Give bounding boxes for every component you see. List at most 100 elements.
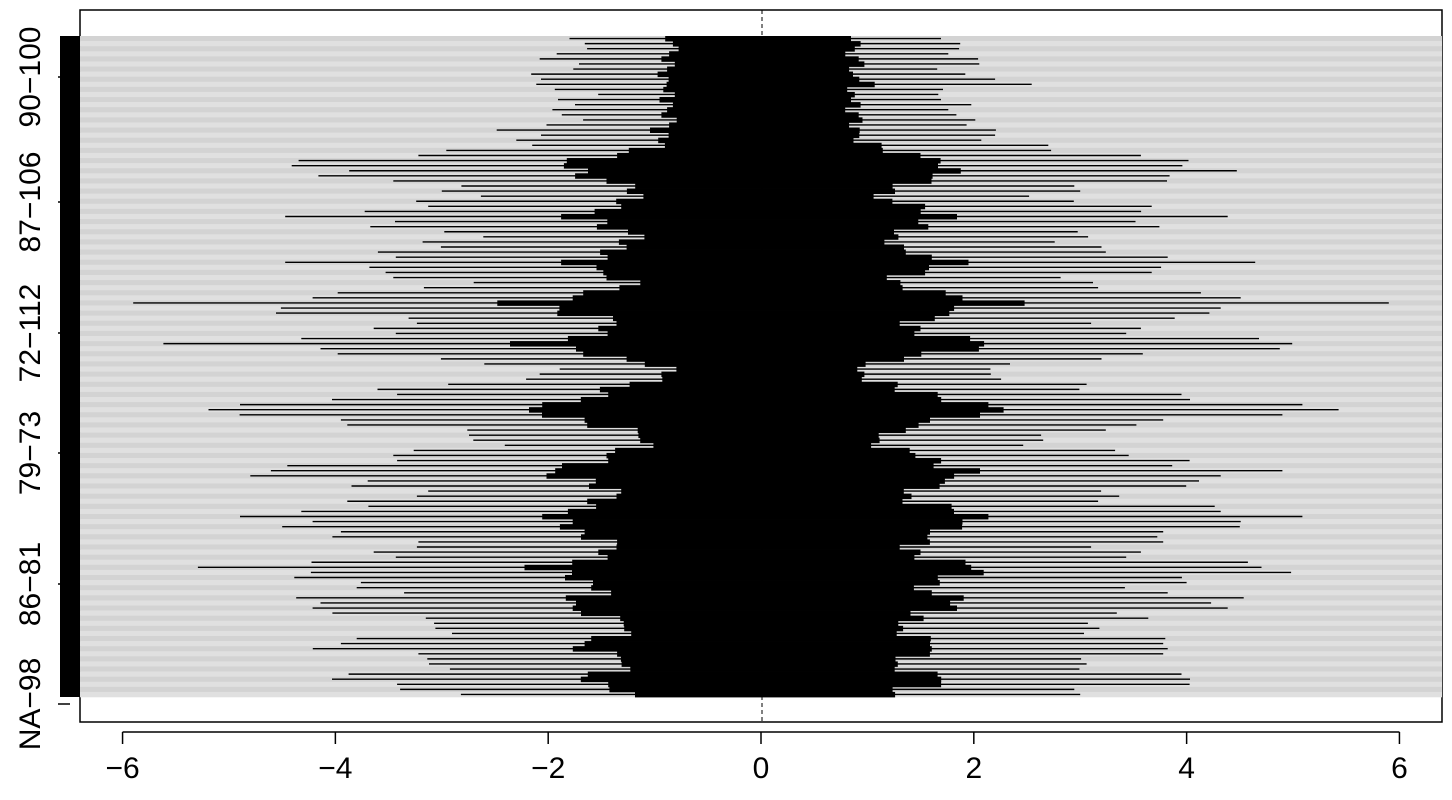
- interval-core: [591, 635, 931, 642]
- interval-core: [668, 132, 860, 139]
- interval-core: [620, 615, 924, 622]
- interval-core: [608, 458, 942, 464]
- interval-core: [565, 595, 964, 601]
- y-axis: NA−98 86−81 79−73 72−112 87−106 90−100: [14, 27, 71, 750]
- interval-core: [575, 173, 933, 179]
- interval-core: [626, 244, 904, 250]
- interval-core: [584, 641, 930, 647]
- interval-core: [561, 213, 957, 220]
- interval-core: [606, 274, 887, 281]
- interval-core: [635, 691, 896, 698]
- interval-core: [555, 468, 980, 474]
- y-tick-label: 72−112: [14, 284, 47, 383]
- x-tick-label: 6: [1391, 752, 1408, 785]
- interval-core: [628, 147, 883, 154]
- interval-core: [583, 351, 922, 357]
- interval-core: [638, 432, 879, 439]
- interval-core: [617, 651, 930, 657]
- interval-core: [576, 600, 951, 606]
- interval-core: [611, 590, 932, 596]
- interval-core: [598, 325, 921, 332]
- interval-core: [589, 483, 940, 489]
- interval-core: [644, 361, 866, 367]
- interval-core: [565, 574, 938, 581]
- interval-core: [600, 249, 906, 256]
- interval-core: [583, 290, 946, 296]
- x-tick-label: 0: [753, 752, 770, 785]
- y-tick-label: 90−100: [14, 27, 47, 128]
- interval-core: [676, 366, 858, 372]
- interval-core: [587, 422, 919, 428]
- interval-core: [559, 305, 955, 311]
- interval-core: [594, 208, 921, 215]
- interval-core: [615, 447, 910, 454]
- interval-core: [661, 112, 859, 118]
- interval-core: [542, 513, 989, 520]
- interval-core: [668, 76, 860, 83]
- interval-core: [617, 539, 930, 545]
- interval-core: [559, 524, 963, 530]
- x-tick-label: −2: [531, 752, 565, 785]
- interval-core: [588, 168, 961, 174]
- interval-core: [640, 437, 880, 444]
- interval-core: [669, 122, 850, 128]
- x-axis: −6 −4 −2 0 2 4 6: [105, 731, 1408, 785]
- y-tick-label: 79−73: [14, 411, 47, 495]
- x-tick-label: −6: [105, 752, 139, 785]
- interval-core: [572, 646, 932, 652]
- interval-core: [566, 158, 941, 164]
- interval-core: [603, 269, 926, 276]
- interval-core: [598, 549, 921, 556]
- interval-core: [596, 264, 929, 271]
- interval-core: [644, 234, 899, 240]
- interval-core: [593, 580, 940, 586]
- interval-core: [613, 315, 935, 322]
- x-tick-label: 2: [965, 752, 982, 785]
- interval-core: [572, 559, 966, 566]
- interval-core: [599, 386, 895, 393]
- interval-core: [561, 259, 969, 266]
- interval-core: [542, 412, 980, 418]
- interval-core: [665, 36, 851, 42]
- interval-core: [626, 356, 904, 362]
- interval-core: [608, 391, 938, 398]
- interval-core: [672, 41, 861, 47]
- interval-core: [624, 625, 904, 632]
- interval-core: [557, 310, 950, 317]
- interval-core: [631, 630, 897, 637]
- interval-core: [595, 478, 945, 484]
- interval-core: [669, 51, 846, 57]
- x-tick-label: −4: [318, 752, 352, 785]
- interval-core: [546, 473, 955, 479]
- interval-core: [510, 341, 985, 347]
- interval-core: [621, 488, 904, 495]
- interval-core: [643, 193, 874, 200]
- interval-core: [623, 620, 899, 627]
- interval-core: [567, 508, 954, 515]
- interval-lines: [133, 36, 1389, 698]
- interval-core: [529, 407, 1004, 413]
- interval-core: [584, 529, 930, 535]
- interval-core: [596, 503, 952, 510]
- interval-core: [616, 320, 900, 327]
- interval-core: [672, 102, 861, 108]
- interval-core: [567, 335, 971, 342]
- interval-core: [587, 498, 903, 505]
- interval-core: [562, 463, 934, 469]
- interval-core: [629, 381, 898, 388]
- interval-core: [650, 127, 860, 133]
- interval-core: [659, 97, 851, 103]
- interval-core: [628, 229, 894, 235]
- interval-core: [666, 81, 875, 88]
- interval-core: [580, 397, 942, 403]
- interval-core: [658, 137, 854, 144]
- interval-core: [661, 371, 865, 378]
- interval-core: [608, 681, 942, 688]
- interval-core: [667, 107, 846, 113]
- interval-core: [606, 178, 932, 184]
- interval-core: [616, 198, 893, 205]
- y-tick-label: 86−81: [14, 542, 47, 626]
- interval-core: [607, 254, 932, 261]
- interval-core: [609, 686, 893, 693]
